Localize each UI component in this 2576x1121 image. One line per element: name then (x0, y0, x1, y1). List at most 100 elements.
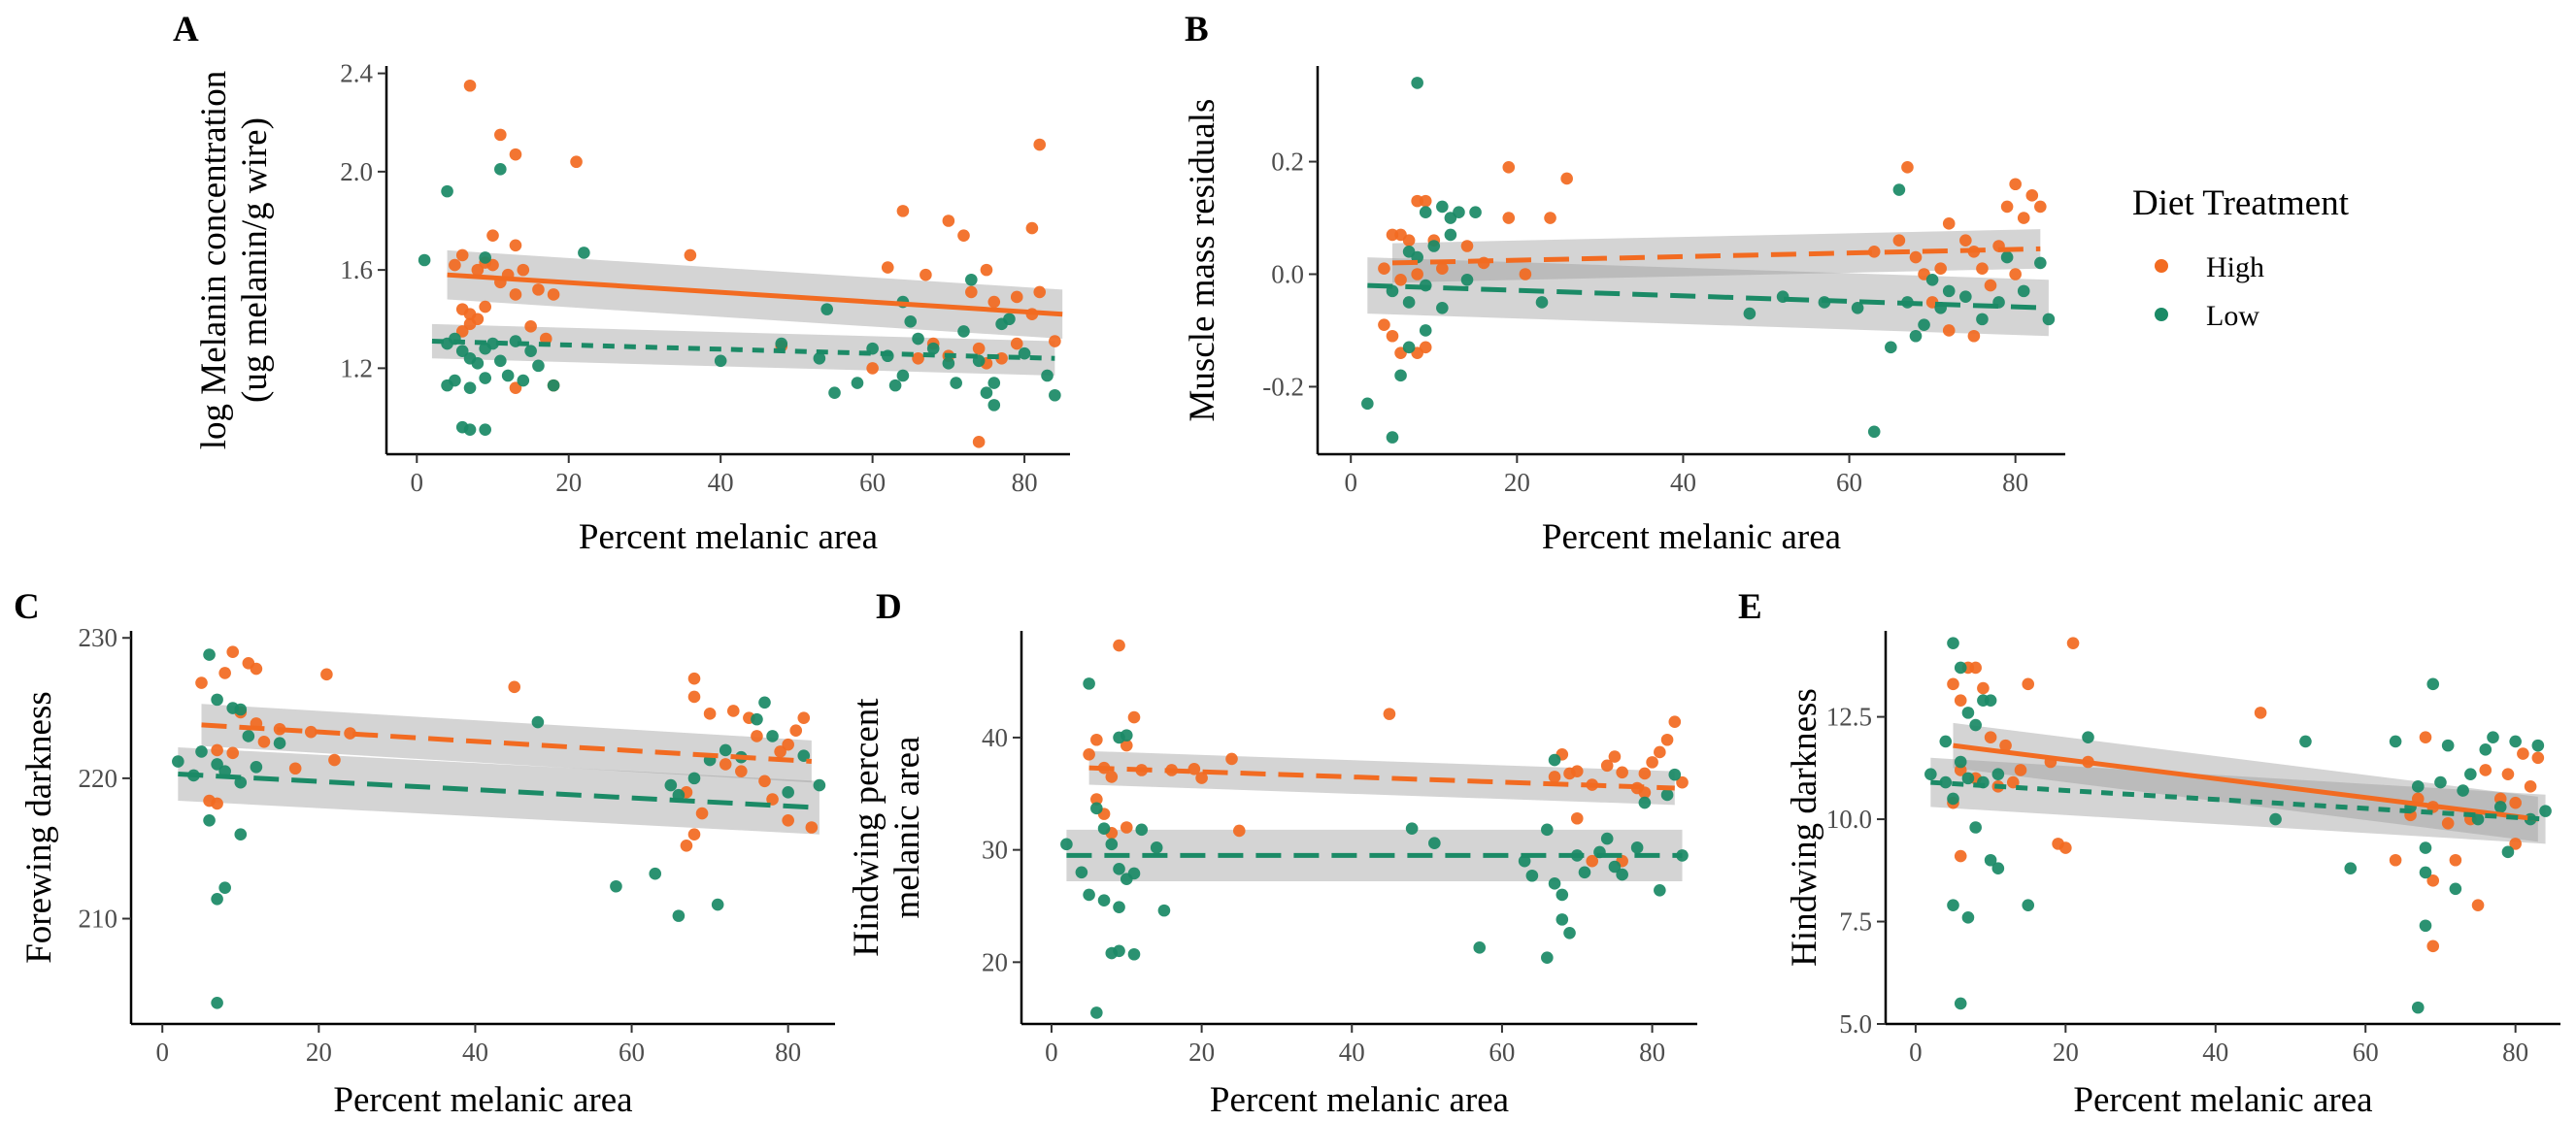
panel-b-low-point (1436, 301, 1449, 314)
panel-b-y-tick-label: -0.2 (1262, 372, 1304, 401)
panel-a-high-point (896, 205, 910, 217)
panel-e-low-point (1969, 718, 1982, 732)
panel-c-high-point (687, 828, 701, 841)
panel-b-high-point (1976, 262, 1989, 275)
panel-a-high-point (866, 362, 879, 375)
panel-e-low-point (2531, 739, 2545, 752)
panel-d-high-point (1676, 775, 1689, 789)
panel-d-low-point (1120, 729, 1133, 742)
panel-b-high-point (1959, 234, 1972, 247)
panel-d-low-point (1075, 866, 1088, 879)
legend-label-low: Low (2206, 300, 2259, 332)
panel-d-x-axis-title: Percent melanic area (1210, 1080, 1509, 1120)
panel-e-high-point (2419, 731, 2432, 743)
panel-d-high-point (1090, 733, 1103, 746)
panel-a-x-tick-label: 60 (859, 468, 886, 497)
panel-c-high-point (211, 743, 223, 757)
panel-b-low-point (1460, 273, 1474, 286)
panel-a-low-point (965, 273, 978, 286)
panel-e-high-point (2479, 764, 2492, 776)
panel-c-low-point (766, 730, 779, 742)
panel-d-high-point (1660, 733, 1674, 746)
panel-a-high-point (455, 248, 469, 262)
panel-b-low-point (1867, 425, 1881, 439)
panel-e-low-point (2344, 862, 2358, 874)
panel-c-high-point (195, 676, 208, 689)
panel-d-high-point (1548, 771, 1561, 783)
panel-c-low-point (664, 778, 678, 792)
panel-b-low-point (1419, 206, 1432, 219)
panel-a-low-point (441, 184, 453, 198)
panel-c-high-point (250, 662, 263, 676)
panel-a-high-fit-line (447, 272, 1063, 317)
panel-e-high-point (2426, 940, 2440, 953)
panel-e-x-tick-label: 60 (2353, 1038, 2379, 1067)
panel-e-high-point (1984, 731, 1997, 743)
panel-a-x-tick-label: 20 (555, 468, 582, 497)
panel-a-x-tick-label: 40 (708, 468, 734, 497)
panel-a-high-point (1033, 138, 1047, 151)
panel-e-low-point (1924, 768, 1937, 780)
panel-a-y-axis-title: (ug melanin/g wire) (235, 117, 275, 403)
panel-d-high-point (1120, 821, 1133, 834)
panel-c: C 0 20 40 60 80 210 220 230 Percent melanic area… (14, 587, 835, 1120)
panel-b-high-point (2034, 200, 2047, 214)
panel-e-low-point (1991, 862, 2005, 874)
panel-d-high-point (1570, 765, 1584, 777)
legend-title: Diet Treatment (2132, 183, 2350, 223)
panel-e-high-point (2509, 838, 2522, 850)
panel-b-x-tick-label: 40 (1670, 468, 1696, 497)
panel-d-low-point (1518, 854, 1531, 868)
panel-b-low-point (1851, 301, 1864, 314)
panel-b-high-point (1934, 262, 1947, 275)
panel-c-tag: C (14, 587, 40, 627)
panel-b-low-point (2000, 250, 2014, 264)
panel-b-high-point (1419, 194, 1432, 208)
panel-a-low-point (578, 247, 590, 259)
panel-a-low-points (418, 163, 1061, 436)
panel-b-high-point (1901, 161, 1914, 174)
panel-b-x-tick-label: 60 (1836, 468, 1862, 497)
panel-d-high-point (1570, 811, 1584, 825)
panel-e-high-point (2524, 780, 2537, 793)
panel-b-y-tick-label: 0.2 (1271, 148, 1304, 177)
panel-d-low-point (1600, 832, 1614, 845)
panel-a-high-point (517, 263, 530, 277)
panel-a-high-point (509, 239, 522, 252)
panel-a-high-point (463, 317, 477, 331)
panel-a-low-point (547, 379, 560, 392)
panel-a-high-point (509, 381, 522, 394)
panel-c-x-tick-label: 0 (155, 1038, 169, 1067)
panel-c-low-point (211, 693, 223, 707)
panel-b-high-point (1436, 262, 1449, 275)
panel-e-low-point (1961, 707, 1975, 719)
panel-b-low-point (1402, 341, 1416, 354)
panel-e-low-fit-line (1930, 779, 2546, 822)
panel-c-high-point (782, 738, 794, 751)
panel-d-low-point (1405, 822, 1419, 835)
panel-b-low-point (1535, 296, 1549, 309)
panel-d-low-point (1113, 944, 1125, 958)
panel-b-low-point (1386, 431, 1399, 444)
panel-d-high-point (1608, 750, 1622, 763)
panel-a-low-confidence-band (431, 323, 1055, 376)
panel-e-x-tick-label: 0 (1909, 1038, 1923, 1067)
panel-e-low-point (2539, 805, 2552, 817)
panel-e-low-point (2419, 919, 2432, 933)
panel-d-low-point (1525, 869, 1539, 882)
panel-a-low-point (463, 381, 477, 394)
panel-b-low-point (1436, 200, 1449, 214)
panel-b-x-axis-title: Percent melanic area (1542, 517, 1841, 557)
panel-e-low-point (1947, 792, 1959, 806)
panel-e-low-point (2411, 780, 2425, 793)
panel-c-low-point (203, 648, 216, 661)
panel-b-low-point (1959, 290, 1972, 303)
panel-d-low-point (1127, 867, 1141, 880)
panel-a-low-point (494, 163, 507, 176)
panel-d-high-point (1654, 745, 1666, 759)
panel-a-high-point (1025, 221, 1039, 235)
panel-d-high-point (1120, 739, 1133, 752)
panel-b-low-point (1394, 369, 1407, 382)
panel-c-low-point (218, 881, 231, 894)
